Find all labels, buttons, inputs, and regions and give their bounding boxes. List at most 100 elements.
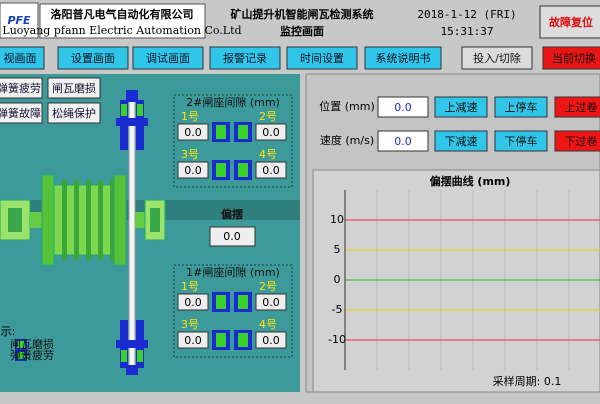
gap-title: 1#闸座间隙 (mm)	[186, 265, 280, 279]
sensor-value: 0.0	[262, 164, 280, 177]
value-box	[177, 293, 209, 311]
subtitle: 监控画面	[280, 24, 324, 38]
y-tick-label: -5	[332, 303, 343, 316]
value-box	[255, 161, 287, 179]
toggle-button-label: 投入/切除	[473, 51, 521, 65]
nav-button-label: 视画面	[4, 51, 37, 65]
legend-swatch	[15, 339, 27, 350]
sensor-label: 4号	[259, 148, 277, 161]
legend-title: 示:	[1, 325, 16, 338]
legend-swatch	[15, 350, 27, 361]
legend-item: 闸瓦磨损	[10, 337, 54, 351]
value-box	[255, 331, 287, 349]
value-box	[255, 293, 287, 311]
nav-button[interactable]	[0, 46, 45, 70]
sensor-light	[238, 125, 248, 139]
sensor-label: 1号	[181, 280, 199, 293]
nav-button-label: 时间设置	[300, 52, 344, 65]
reset-button[interactable]	[539, 5, 600, 39]
sensor-label: 2号	[259, 110, 277, 123]
sensor-light	[216, 163, 226, 177]
deflection-label: 偏摆	[221, 207, 243, 221]
alarm-button-label: 弹簧疲劳	[0, 81, 41, 95]
speed-button-label: 下停车	[505, 134, 538, 148]
alarm-button[interactable]	[0, 102, 43, 124]
sensor-label: 3号	[181, 318, 199, 331]
position-button[interactable]	[554, 96, 600, 118]
chart-frame	[312, 169, 600, 393]
value-box	[177, 331, 209, 349]
gap-title: 2#闸座间隙 (mm)	[186, 95, 280, 109]
logo-box	[0, 2, 39, 39]
nav-button-label: 系统说明书	[376, 51, 431, 65]
position-label: 位置 (mm)	[319, 99, 375, 113]
toggle-button[interactable]	[461, 46, 533, 70]
sensor-label: 4号	[259, 318, 277, 331]
company-en: Luoyang pfann Electric Automation Co.Ltd	[2, 24, 241, 37]
sensor-value: 0.0	[184, 126, 202, 139]
position-button[interactable]	[494, 96, 548, 118]
chart-footer: 采样周期: 0.1	[493, 374, 562, 388]
sensor-light	[216, 295, 226, 309]
position-value-box	[377, 96, 429, 118]
position-button-label: 上停车	[505, 100, 538, 114]
alarm-button-label: 闸瓦磨损	[52, 81, 96, 95]
speed-label: 速度 (m/s)	[320, 133, 374, 147]
sensor-label: 2号	[259, 280, 277, 293]
switch-button[interactable]	[542, 46, 600, 70]
y-tick-label: 10	[330, 213, 344, 226]
speed-button[interactable]	[434, 130, 488, 152]
nav-button-label: 报警记录	[223, 51, 267, 65]
sensor-light	[238, 333, 248, 347]
position-value: 0.0	[394, 101, 412, 114]
deflection-box	[209, 226, 256, 247]
sensor-value: 0.0	[184, 296, 202, 309]
nav-button[interactable]	[209, 46, 281, 70]
value-box	[177, 123, 209, 141]
y-tick-label: 0	[334, 273, 341, 286]
deflection-value: 0.0	[223, 230, 241, 243]
sensor-value: 0.0	[184, 164, 202, 177]
sensor-label: 1号	[181, 110, 199, 123]
speed-button-label: 下减速	[445, 135, 478, 148]
alarm-button-label: 弹簧故障	[0, 106, 41, 120]
y-tick-label: 5	[334, 243, 341, 256]
alarm-button[interactable]	[47, 77, 101, 99]
y-tick-label: -10	[328, 333, 346, 346]
nav-button[interactable]	[57, 46, 129, 70]
logo: PFE	[7, 14, 31, 27]
sensor-light	[238, 163, 248, 177]
nav-button-label: 设置画面	[71, 52, 115, 65]
position-button-label: 上过卷	[565, 100, 598, 114]
alarm-button[interactable]	[0, 77, 43, 99]
title: 矿山提升机智能闸瓦检测系统	[231, 7, 374, 21]
sensor-value: 0.0	[184, 334, 202, 347]
speed-button[interactable]	[554, 130, 600, 152]
value-box	[255, 123, 287, 141]
hoist-graphic	[0, 90, 300, 375]
company-cn: 洛阳普凡电气自动化有限公司	[51, 7, 194, 21]
speed-value: 0.0	[394, 135, 412, 148]
gap2-frame	[173, 94, 293, 188]
alarm-button[interactable]	[47, 102, 101, 124]
chart-title: 偏摆曲线 (mm)	[430, 174, 511, 188]
sensor-value: 0.0	[262, 334, 280, 347]
position-button[interactable]	[434, 96, 488, 118]
speed-value-box	[377, 130, 429, 152]
sensor-label: 3号	[181, 148, 199, 161]
speed-button-label: 下过卷	[565, 134, 598, 148]
nav-button[interactable]	[286, 46, 358, 70]
nav-button[interactable]	[132, 46, 204, 70]
nav-button[interactable]	[364, 46, 442, 70]
nav-button-label: 调试画面	[146, 52, 190, 65]
date: 2018-1-12 (FRI)	[417, 8, 516, 21]
legend-item: 弹簧疲劳	[10, 348, 54, 362]
sensor-light	[238, 295, 248, 309]
alarm-button-label: 松绳保护	[52, 106, 96, 120]
sensor-light	[216, 333, 226, 347]
sensor-value: 0.0	[262, 126, 280, 139]
speed-button[interactable]	[494, 130, 548, 152]
position-button-label: 上减速	[445, 101, 478, 114]
